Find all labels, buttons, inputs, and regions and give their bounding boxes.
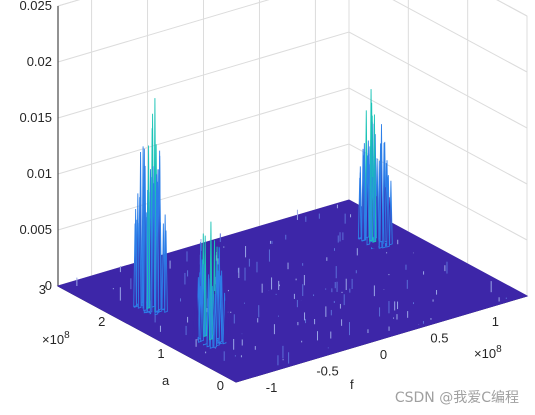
- surface-peak: [133, 223, 137, 308]
- y-exponent-label: ×108: [42, 330, 70, 347]
- surface-peak: [193, 297, 198, 340]
- surface-peak: [365, 155, 370, 239]
- surface-peak: [155, 191, 159, 313]
- surface-peak: [161, 223, 166, 311]
- surface-floor: [56, 199, 529, 383]
- surface-peak: [369, 89, 373, 242]
- z-tick-label: 0.005: [19, 222, 52, 237]
- y-tick-label: 2: [98, 314, 105, 329]
- surface-peak: [164, 230, 168, 313]
- surface-peak: [151, 166, 155, 308]
- surface-layer: [56, 89, 529, 383]
- x-axis-label: f: [350, 377, 354, 392]
- surface-peak: [200, 284, 204, 342]
- surface-peak: [209, 221, 213, 341]
- x-tick-label: 1: [492, 314, 499, 329]
- y-tick-label: 3: [39, 282, 46, 297]
- surface-peak: [223, 300, 228, 343]
- x-tick-label: 0: [380, 347, 387, 362]
- surface-peak: [361, 148, 365, 242]
- surface-peak: [218, 288, 223, 343]
- surface-peak: [143, 165, 147, 312]
- z-tick-label: 0.025: [19, 0, 52, 13]
- y-axis-label: a: [162, 373, 170, 388]
- z-tick-label: 0.01: [27, 166, 52, 181]
- x-exponent-label: ×108: [474, 344, 502, 361]
- y-tick-label: 1: [157, 346, 164, 361]
- surface-peak: [213, 294, 218, 349]
- z-tick-label: 0.015: [19, 110, 52, 125]
- x-tick-label: 0.5: [430, 330, 448, 345]
- surface-peak: [379, 124, 384, 243]
- surface-peak: [157, 150, 162, 311]
- y-tick-label: 0: [217, 378, 224, 393]
- ticks-layer: 0 0.005 0.01 0.015 0.02 0.025 0 1 2 3 -1 -0.5 0 0.5 1: [19, 0, 499, 395]
- x-tick-label: -0.5: [316, 364, 338, 379]
- x-tick-label: -1: [266, 380, 278, 395]
- surface-peak: [137, 197, 142, 309]
- surface-peak: [216, 270, 220, 340]
- watermark: CSDN @我爱C编程: [394, 390, 519, 406]
- z-tick-label: 0: [45, 278, 52, 293]
- surface-peak: [389, 180, 393, 246]
- surface-peak: [386, 176, 390, 248]
- surface-peak: [146, 145, 151, 310]
- z-tick-label: 0.02: [27, 54, 52, 69]
- surface-peak: [203, 235, 207, 338]
- surface-peak: [357, 177, 362, 239]
